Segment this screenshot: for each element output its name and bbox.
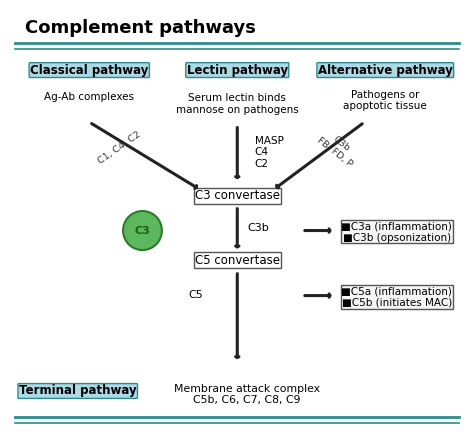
Text: C3: C3 (135, 225, 150, 236)
Text: Alternative pathway: Alternative pathway (318, 64, 453, 76)
Text: Terminal pathway: Terminal pathway (19, 385, 137, 397)
Text: Lectin pathway: Lectin pathway (187, 64, 288, 76)
Ellipse shape (123, 211, 162, 250)
Text: C5: C5 (188, 290, 203, 300)
Text: C3b: C3b (247, 223, 269, 233)
Text: Membrane attack complex
C5b, C6, C7, C8, C9: Membrane attack complex C5b, C6, C7, C8,… (173, 384, 319, 405)
Text: C5 convertase: C5 convertase (195, 254, 280, 267)
Text: Classical pathway: Classical pathway (30, 64, 148, 76)
Text: Ag-Ab complexes: Ag-Ab complexes (44, 92, 134, 103)
Text: Serum lectin binds
mannose on pathogens: Serum lectin binds mannose on pathogens (176, 93, 299, 115)
Text: MASP
C4
C2: MASP C4 C2 (255, 136, 284, 169)
Text: ■C3a (inflammation)
■C3b (opsonization): ■C3a (inflammation) ■C3b (opsonization) (341, 221, 452, 243)
Text: ■C5a (inflammation)
■C5b (initiates MAC): ■C5a (inflammation) ■C5b (initiates MAC) (341, 286, 452, 308)
Text: C3 convertase: C3 convertase (195, 189, 280, 202)
Text: C1, C4, C2: C1, C4, C2 (96, 130, 142, 166)
Text: Pathogens or
apoptotic tissue: Pathogens or apoptotic tissue (343, 90, 427, 111)
Text: C3b
FB, FD, P: C3b FB, FD, P (316, 128, 361, 169)
Text: Complement pathways: Complement pathways (25, 19, 255, 37)
